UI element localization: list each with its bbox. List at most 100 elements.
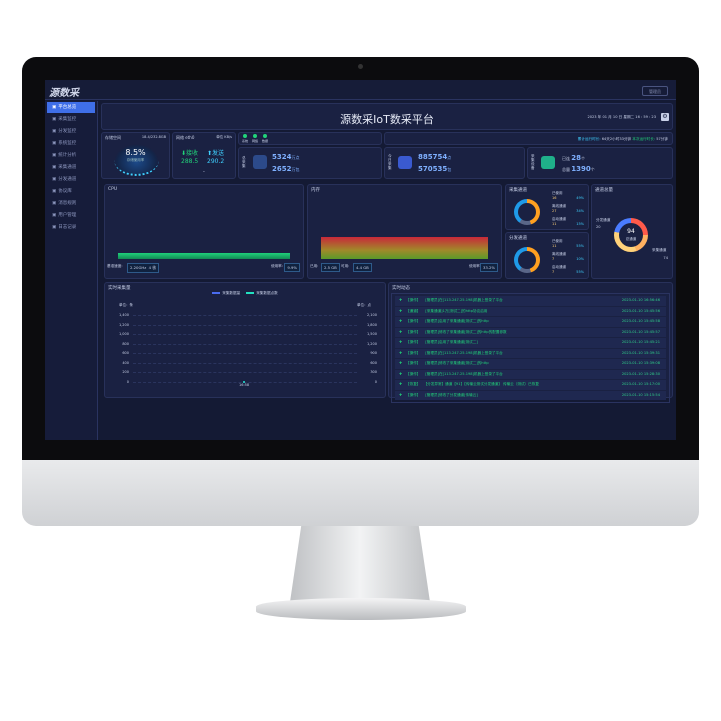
sidebar-item-label: 消息规则 — [58, 201, 77, 206]
database-icon — [398, 156, 412, 169]
memory-used-label: 已用: — [310, 264, 319, 268]
y-left-tick: 1,400 — [118, 313, 129, 317]
channel-item-label: 离线通道 — [552, 252, 566, 256]
green-dot-icon — [243, 134, 247, 138]
cpu-panel: CPU 基准速度: 2.20GHz 4 核 使用率: 9.9% — [104, 184, 304, 279]
legend-item[interactable]: 采集数据量 — [212, 291, 240, 295]
log-row[interactable]: ✚ 【操作】 [管理员]启用了采集通道[测试二]的http 2023-01-10 15… — [395, 317, 666, 327]
database-icon — [253, 155, 267, 169]
total-points: 5324 — [272, 153, 292, 161]
status-lights: 系统 网络 数据 — [238, 132, 382, 145]
logo: 源数采 — [49, 88, 79, 99]
cpu-cores: 4 核 — [148, 265, 157, 270]
log-row[interactable]: ✚ 【通道】 [采集通道]1万[测试二]的http协议启用 2023-01-10 15… — [395, 306, 666, 316]
y-left-label: 单位：条 — [119, 303, 133, 307]
log-row[interactable]: ✚ 【操作】 [管理员]启用了采集通道[测试二] 2023-01-10 15:45:2… — [395, 338, 666, 348]
total-packets: 2652 — [272, 165, 292, 173]
y-right-label: 单位：点 — [357, 303, 371, 307]
log-row[interactable]: ✚ 【操作】 [管理员]在[113.247.25.198]机器上登录了平台 2023-… — [395, 296, 666, 306]
log-text: [管理员]修改了采集通道[测试二]的http的配置参数 — [425, 329, 507, 334]
cpu-freq-label: 基准速度: — [107, 264, 123, 268]
y-left-tick: 0 — [126, 379, 129, 384]
sidebar-item-label: 统计分析 — [58, 153, 77, 158]
y-right-tick: 900 — [370, 351, 377, 355]
y-left-tick: 600 — [122, 351, 129, 355]
log-type: 【操作】 — [406, 361, 421, 365]
sidebar-item[interactable]: ▣ 分发通道 — [47, 174, 95, 185]
sidebar-item-label: 用户管理 — [58, 213, 77, 218]
cpu-freq: 2.20GHz — [130, 265, 147, 270]
dist-value: 20 — [596, 225, 601, 229]
green-dot-icon — [253, 134, 257, 138]
y-right-tick: 1,500 — [366, 332, 377, 336]
y-left-tick: 1,200 — [118, 322, 129, 327]
monitor-chin — [22, 460, 699, 526]
log-row[interactable]: ✚ 【操作】 [管理员]修改了采集通道[测试二]的http的配置参数 2023-01-… — [395, 327, 666, 337]
memory-usage: 33.2% — [479, 263, 498, 272]
network-panel: 网络 eth0 单位 KB/s ⬇接收 ⬆发送 288.5 290.2 - — [172, 132, 236, 179]
memory-usage-label: 使用率: — [469, 264, 481, 268]
channel-item-count: 11 — [552, 222, 557, 226]
runtime-label: 累计运行时长: — [577, 137, 601, 141]
log-text: [管理员]在[113.247.25.198]机器上登录了平台 — [425, 350, 503, 355]
sidebar-item-label: 日志记录 — [58, 225, 77, 230]
menu-icon: ▣ — [52, 153, 57, 158]
sidebar-item[interactable]: ▣ 消息规则 — [47, 198, 95, 209]
channel-item-pct: 49% — [576, 196, 584, 200]
sidebar-item[interactable]: ▣ 采集通道 — [47, 162, 95, 173]
log-row[interactable]: ✚ 【操作】 [管理员]修改了采集通道[测试二]的http 2023-01-10 15… — [395, 359, 666, 369]
settings-gear-icon[interactable]: ⚙ — [661, 113, 669, 121]
log-time: 2023-01-10 16:56:46 — [621, 298, 660, 302]
sidebar-item[interactable]: ▣ 系统监控 — [47, 138, 95, 149]
sidebar-item[interactable]: ▣ 平台总览 — [47, 102, 95, 113]
status-light-label: 数据 — [262, 139, 269, 143]
channel-title: 分发通道 — [509, 236, 527, 241]
plus-icon: ✚ — [399, 371, 403, 376]
today-packets: 570535 — [418, 165, 448, 173]
sidebar-item[interactable]: ▣ 采集监控 — [47, 114, 95, 125]
admin-button[interactable]: 管理员 — [642, 86, 668, 96]
legend-item[interactable]: 采集数据点数 — [246, 291, 278, 295]
chart-title: 实时采集量 — [108, 286, 131, 291]
log-type: 【操作】 — [406, 298, 421, 302]
log-row[interactable]: ✚ 【恢复】 【分发异常】通道【91】【传输云测试分发通道】 传输云（测试）已恢复 2… — [395, 380, 666, 390]
log-row[interactable]: ✚ 【操作】 [管理员]在[113.247.25.198]机器上登录了平台 2023-… — [395, 369, 666, 379]
sidebar-item[interactable]: ▣ 用户管理 — [47, 210, 95, 221]
network-title: 网络 eth0 — [176, 135, 195, 140]
channel-total-value: 94 — [627, 228, 635, 235]
log-row[interactable]: ✚ 【操作】 [管理员]在[113.247.25.198]机器上登录了平台 2023-… — [395, 348, 666, 358]
cpu-title: CPU — [108, 187, 118, 192]
status-light: 系统 — [242, 134, 248, 143]
recv-label: ⬇接收 — [181, 150, 199, 157]
sidebar-item[interactable]: ▣ 分发监控 — [47, 126, 95, 137]
log-time: 2023-01-10 15:45:21 — [621, 340, 660, 344]
sidebar-item[interactable]: ▣ 统计分析 — [47, 150, 95, 161]
collect-channels-panel: 采集通道 已使用 16 49% 离线通道 27 34% 启动通道 11 15% — [505, 184, 589, 230]
sidebar-item[interactable]: ▣ 日志记录 — [47, 222, 95, 233]
session-label: 本次运行时长: — [632, 137, 656, 141]
storage-caption: 存储使用率 — [126, 158, 145, 162]
realtime-chart-panel: 实时采集量 采集数据量 采集数据点数 单位：条 单位：点 1,400 2,100 1,… — [104, 282, 386, 398]
plus-icon: ✚ — [399, 329, 403, 334]
sidebar-item[interactable]: ▣ 协议库 — [47, 186, 95, 197]
legend-swatch-icon — [246, 292, 255, 294]
 — [518, 251, 536, 269]
monitor-stand — [290, 526, 430, 602]
channel-item-count: 7 — [552, 257, 555, 261]
plus-icon: ✚ — [399, 340, 403, 344]
menu-icon: ▣ — [52, 117, 57, 122]
gridline — [133, 381, 357, 383]
log-row[interactable]: ✚ 【操作】 [管理员]修改了分发通道[传输云] 2023-01-10 15:15:5… — [395, 390, 666, 400]
menu-icon: ▣ — [52, 189, 57, 194]
logs-title: 实时动态 — [392, 286, 410, 291]
menu-icon: ▣ — [52, 129, 57, 134]
y-left-tick: 800 — [122, 341, 129, 346]
log-text: [管理员]启用了采集通道[测试二] — [425, 340, 478, 344]
log-type: 【操作】 — [406, 340, 421, 344]
y-right-tick: 2,100 — [366, 313, 377, 317]
channel-donut — [614, 218, 648, 252]
channel-ring — [514, 199, 540, 225]
sidebar: ▣ 平台总览 ▣ 采集监控 ▣ 分发监控 ▣ 系统监控 ▣ 统计分析 ▣ 采集通道 ▣ 分发通道 ▣ 协议库 ▣… — [45, 101, 98, 440]
online-count: 28 — [571, 154, 582, 162]
menu-icon: ▣ — [52, 201, 57, 206]
